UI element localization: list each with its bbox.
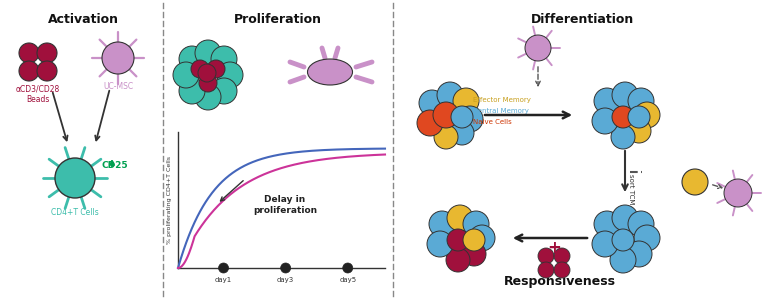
Circle shape xyxy=(612,205,638,231)
Circle shape xyxy=(450,121,474,145)
Circle shape xyxy=(434,125,458,149)
Circle shape xyxy=(211,78,237,104)
Text: sort TCM: sort TCM xyxy=(628,174,634,205)
Circle shape xyxy=(612,106,634,128)
Text: % proliferating CD4+T Cells: % proliferating CD4+T Cells xyxy=(167,156,173,244)
Text: Activation: Activation xyxy=(48,13,118,26)
Circle shape xyxy=(433,102,459,128)
Text: CD4+T Cells: CD4+T Cells xyxy=(51,208,99,217)
Circle shape xyxy=(457,106,483,132)
Circle shape xyxy=(453,88,479,114)
Text: +: + xyxy=(547,239,561,257)
Circle shape xyxy=(55,158,95,198)
Text: Naive Cells: Naive Cells xyxy=(473,119,511,125)
Circle shape xyxy=(446,248,470,272)
Circle shape xyxy=(451,106,473,128)
Circle shape xyxy=(610,247,636,273)
Circle shape xyxy=(343,263,353,273)
Circle shape xyxy=(634,225,660,251)
Circle shape xyxy=(198,64,216,82)
Circle shape xyxy=(592,231,618,257)
Circle shape xyxy=(612,229,634,251)
Circle shape xyxy=(427,231,453,257)
Circle shape xyxy=(437,82,463,108)
Circle shape xyxy=(219,263,229,273)
Circle shape xyxy=(179,46,205,72)
Text: Central Memory: Central Memory xyxy=(473,108,529,114)
Circle shape xyxy=(469,225,495,251)
Circle shape xyxy=(538,248,554,264)
Circle shape xyxy=(611,125,635,149)
Text: Delay in
proliferation: Delay in proliferation xyxy=(253,195,317,215)
Circle shape xyxy=(195,40,221,66)
Circle shape xyxy=(627,119,651,143)
Text: day3: day3 xyxy=(277,277,294,283)
Text: Responsiveness: Responsiveness xyxy=(504,275,616,288)
Circle shape xyxy=(628,106,650,128)
Circle shape xyxy=(207,60,225,78)
Circle shape xyxy=(628,211,654,237)
Circle shape xyxy=(462,242,486,266)
Circle shape xyxy=(37,43,57,63)
Circle shape xyxy=(554,248,570,264)
Circle shape xyxy=(612,82,638,108)
Circle shape xyxy=(463,211,489,237)
Circle shape xyxy=(682,169,708,195)
Text: day5: day5 xyxy=(339,277,356,283)
Circle shape xyxy=(211,46,237,72)
Circle shape xyxy=(634,102,660,128)
Circle shape xyxy=(628,88,654,114)
Circle shape xyxy=(179,78,205,104)
Circle shape xyxy=(217,62,243,88)
Circle shape xyxy=(19,61,39,81)
Text: CD25: CD25 xyxy=(101,161,127,169)
Circle shape xyxy=(538,262,554,278)
Circle shape xyxy=(594,88,620,114)
Circle shape xyxy=(592,108,618,134)
Text: Differentiation: Differentiation xyxy=(531,13,634,26)
Circle shape xyxy=(280,263,290,273)
Circle shape xyxy=(429,211,455,237)
Circle shape xyxy=(199,74,217,92)
Text: day1: day1 xyxy=(215,277,232,283)
Circle shape xyxy=(191,60,209,78)
Circle shape xyxy=(419,90,445,116)
Circle shape xyxy=(195,84,221,110)
Circle shape xyxy=(173,62,199,88)
Ellipse shape xyxy=(307,59,353,85)
Circle shape xyxy=(19,43,39,63)
Circle shape xyxy=(594,211,620,237)
Circle shape xyxy=(463,229,485,251)
Circle shape xyxy=(417,110,443,136)
Circle shape xyxy=(554,262,570,278)
Text: Proliferation: Proliferation xyxy=(234,13,322,26)
Circle shape xyxy=(447,205,473,231)
Text: αCD3/CD28
Beads: αCD3/CD28 Beads xyxy=(16,85,60,105)
Circle shape xyxy=(37,61,57,81)
Circle shape xyxy=(447,229,469,251)
Circle shape xyxy=(626,241,652,267)
Text: UC-MSC: UC-MSC xyxy=(103,82,133,91)
Circle shape xyxy=(102,42,134,74)
Circle shape xyxy=(724,179,752,207)
Circle shape xyxy=(525,35,551,61)
Text: Effector Memory: Effector Memory xyxy=(473,97,531,103)
